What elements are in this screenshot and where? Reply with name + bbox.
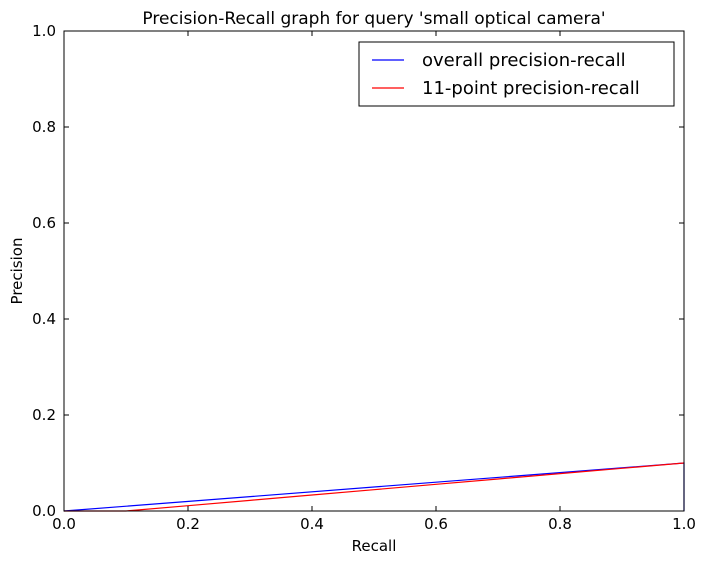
y-tick-label: 0.8	[32, 118, 56, 136]
series-layer	[63, 462, 685, 512]
x-tick-label: 0.2	[176, 515, 200, 533]
y-tick-label: 1.0	[32, 22, 56, 40]
x-tick-label: 0.8	[548, 515, 572, 533]
legend-box	[358, 41, 675, 107]
x-tick-label: 0.4	[300, 515, 324, 533]
x-axis-label: Recall	[352, 537, 397, 555]
plot-frame	[63, 30, 685, 512]
plot-area	[63, 30, 685, 512]
series-line-2	[64, 462, 685, 512]
chart-title: Precision-Recall graph for query 'small …	[142, 9, 605, 29]
y-tick-label: 0.0	[32, 502, 56, 520]
y-axis-ticks: 0.0 0.2 0.4 0.6 0.8 1.0	[32, 22, 684, 520]
legend: overall precision-recall 11-point precisi…	[358, 41, 675, 107]
x-tick-label: 0.0	[52, 515, 76, 533]
legend-label-1: overall precision-recall	[422, 50, 626, 71]
series-line-1	[63, 462, 685, 512]
y-tick-label: 0.6	[32, 214, 56, 232]
x-axis-ticks: 0.0 0.2 0.4 0.6 0.8 1.0	[52, 31, 696, 533]
legend-label-2: 11-point precision-recall	[422, 78, 640, 99]
x-tick-label: 1.0	[672, 515, 696, 533]
y-axis-label: Precision	[8, 238, 26, 305]
x-tick-label: 0.6	[424, 515, 448, 533]
y-tick-label: 0.2	[32, 406, 56, 424]
y-tick-label: 0.4	[32, 310, 56, 328]
